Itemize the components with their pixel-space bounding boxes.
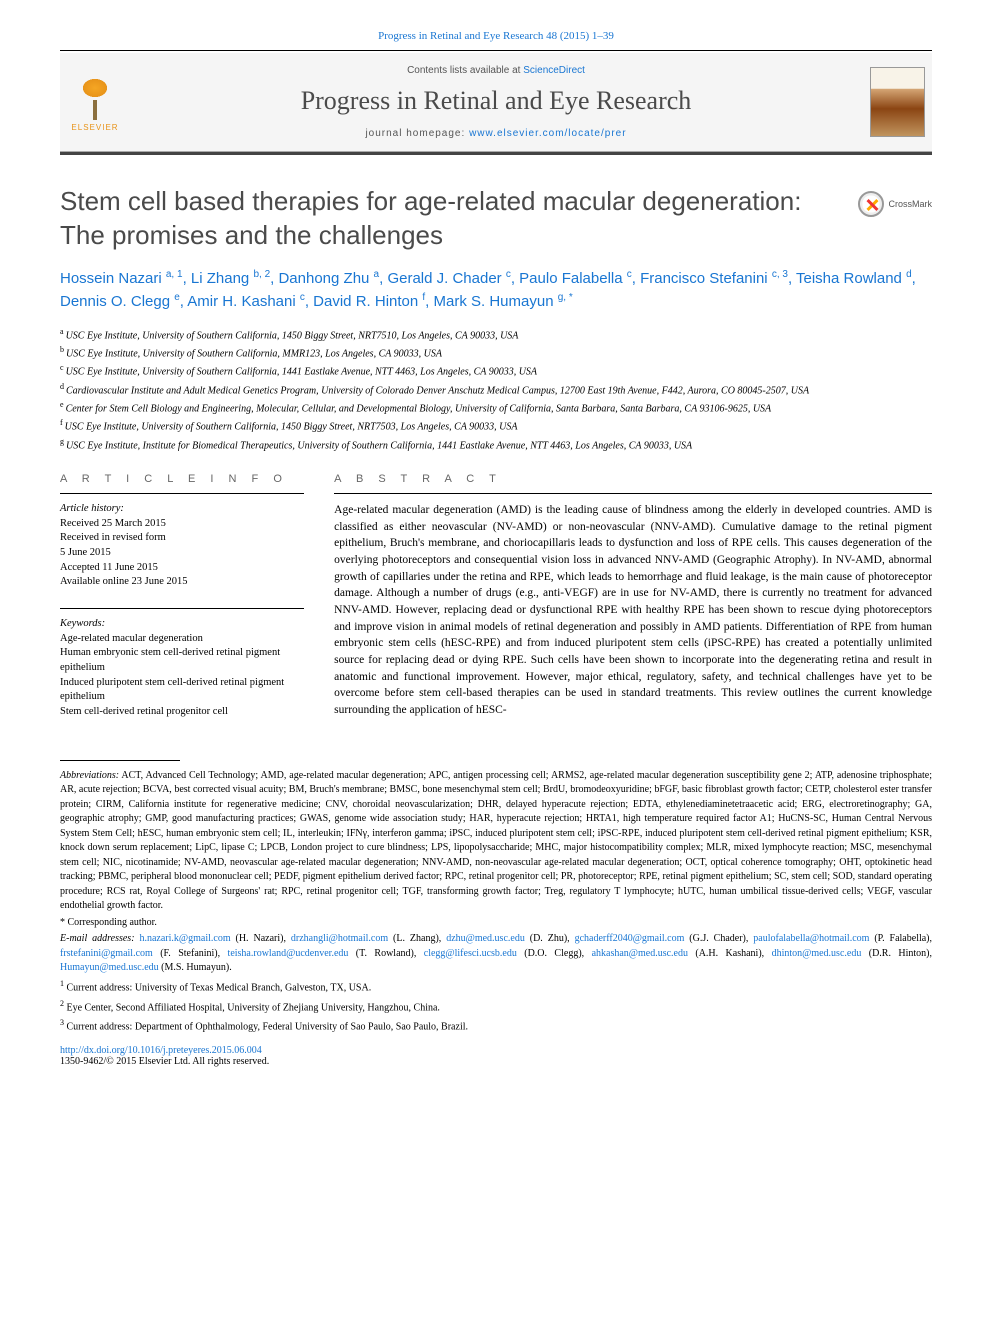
email-link[interactable]: frstefanini@gmail.com bbox=[60, 948, 153, 959]
keyword: Age-related macular degeneration bbox=[60, 632, 304, 647]
article-info-column: A R T I C L E I N F O Article history: R… bbox=[60, 473, 304, 738]
homepage-line: journal homepage: www.elsevier.com/locat… bbox=[140, 128, 852, 139]
top-rule bbox=[60, 50, 932, 51]
email-link[interactable]: Humayun@med.usc.edu bbox=[60, 962, 159, 973]
keywords-block: Keywords: Age-related macular degenerati… bbox=[60, 617, 304, 720]
current-address: 1 Current address: University of Texas M… bbox=[60, 978, 932, 996]
article-info-label: A R T I C L E I N F O bbox=[60, 473, 304, 485]
email-link[interactable]: teisha.rowland@ucdenver.edu bbox=[228, 948, 349, 959]
author-list: Hossein Nazari a, 1, Li Zhang b, 2, Danh… bbox=[60, 267, 932, 314]
email-link[interactable]: dzhu@med.usc.edu bbox=[446, 933, 525, 944]
history-line: Received 25 March 2015 bbox=[60, 517, 304, 532]
email-link[interactable]: drzhangli@hotmail.com bbox=[291, 933, 388, 944]
email-link[interactable]: h.nazari.k@gmail.com bbox=[139, 933, 230, 944]
homepage-prefix: journal homepage: bbox=[365, 128, 469, 139]
abbreviations-label: Abbreviations: bbox=[60, 770, 119, 781]
affiliation-line: cUSC Eye Institute, University of Southe… bbox=[60, 362, 932, 379]
footnotes: Abbreviations: ACT, Advanced Cell Techno… bbox=[60, 769, 932, 1035]
sciencedirect-link[interactable]: ScienceDirect bbox=[523, 65, 585, 76]
emails-label: E-mail addresses: bbox=[60, 933, 135, 944]
history-label: Article history: bbox=[60, 502, 304, 517]
abbreviations: Abbreviations: ACT, Advanced Cell Techno… bbox=[60, 769, 932, 914]
publisher-name: ELSEVIER bbox=[71, 123, 118, 132]
cover-image bbox=[870, 67, 925, 137]
email-link[interactable]: ahkashan@med.usc.edu bbox=[592, 948, 688, 959]
doi-link[interactable]: http://dx.doi.org/10.1016/j.preteyeres.2… bbox=[60, 1045, 262, 1056]
masthead-center: Contents lists available at ScienceDirec… bbox=[130, 59, 862, 145]
cover-thumbnail[interactable] bbox=[862, 59, 932, 145]
crossmark-badge[interactable]: CrossMark bbox=[858, 191, 932, 217]
keyword: Stem cell-derived retinal progenitor cel… bbox=[60, 705, 304, 720]
keyword: Induced pluripotent stem cell-derived re… bbox=[60, 676, 304, 705]
contents-prefix: Contents lists available at bbox=[407, 65, 523, 76]
affiliation-line: aUSC Eye Institute, University of Southe… bbox=[60, 326, 932, 343]
citation-line: Progress in Retinal and Eye Research 48 … bbox=[60, 30, 932, 42]
affiliation-line: fUSC Eye Institute, University of Southe… bbox=[60, 417, 932, 434]
abstract-text: Age-related macular degeneration (AMD) i… bbox=[334, 502, 932, 719]
journal-name: Progress in Retinal and Eye Research bbox=[140, 86, 852, 116]
affiliation-line: eCenter for Stem Cell Biology and Engine… bbox=[60, 399, 932, 416]
keywords-label: Keywords: bbox=[60, 617, 304, 632]
crossmark-icon bbox=[858, 191, 884, 217]
abstract-label: A B S T R A C T bbox=[334, 473, 932, 485]
email-link[interactable]: paulofalabella@hotmail.com bbox=[753, 933, 869, 944]
current-address: 2 Eye Center, Second Affiliated Hospital… bbox=[60, 998, 932, 1016]
doi-block: http://dx.doi.org/10.1016/j.preteyeres.2… bbox=[60, 1045, 932, 1067]
affiliation-line: bUSC Eye Institute, University of Southe… bbox=[60, 344, 932, 361]
contents-line: Contents lists available at ScienceDirec… bbox=[140, 65, 852, 76]
corresponding-author: * Corresponding author. bbox=[60, 916, 932, 931]
affiliations: aUSC Eye Institute, University of Southe… bbox=[60, 326, 932, 453]
homepage-link[interactable]: www.elsevier.com/locate/prer bbox=[469, 128, 627, 139]
email-link[interactable]: dhinton@med.usc.edu bbox=[772, 948, 862, 959]
keyword: Human embryonic stem cell-derived retina… bbox=[60, 646, 304, 675]
affiliation-line: gUSC Eye Institute, Institute for Biomed… bbox=[60, 436, 932, 453]
history-line: Accepted 11 June 2015 bbox=[60, 561, 304, 576]
current-address: 3 Current address: Department of Ophthal… bbox=[60, 1017, 932, 1035]
copyright-line: 1350-9462/© 2015 Elsevier Ltd. All right… bbox=[60, 1056, 269, 1067]
masthead: ELSEVIER Contents lists available at Sci… bbox=[60, 53, 932, 152]
history-line: Received in revised form bbox=[60, 531, 304, 546]
footnote-rule bbox=[60, 760, 180, 761]
abstract-column: A B S T R A C T Age-related macular dege… bbox=[334, 473, 932, 738]
crossmark-label: CrossMark bbox=[888, 199, 932, 209]
article-title: Stem cell based therapies for age-relate… bbox=[60, 185, 848, 253]
email-link[interactable]: clegg@lifesci.ucsb.edu bbox=[424, 948, 517, 959]
history-line: 5 June 2015 bbox=[60, 546, 304, 561]
email-addresses: E-mail addresses: h.nazari.k@gmail.com (… bbox=[60, 932, 932, 976]
article-history: Article history: Received 25 March 2015R… bbox=[60, 502, 304, 590]
history-line: Available online 23 June 2015 bbox=[60, 575, 304, 590]
elsevier-logo[interactable]: ELSEVIER bbox=[60, 59, 130, 145]
affiliation-line: dCardiovascular Institute and Adult Medi… bbox=[60, 381, 932, 398]
elsevier-tree-icon bbox=[70, 73, 120, 123]
abbreviations-text: ACT, Advanced Cell Technology; AMD, age-… bbox=[60, 770, 932, 912]
email-link[interactable]: gchaderff2040@gmail.com bbox=[575, 933, 685, 944]
thick-rule bbox=[60, 152, 932, 155]
